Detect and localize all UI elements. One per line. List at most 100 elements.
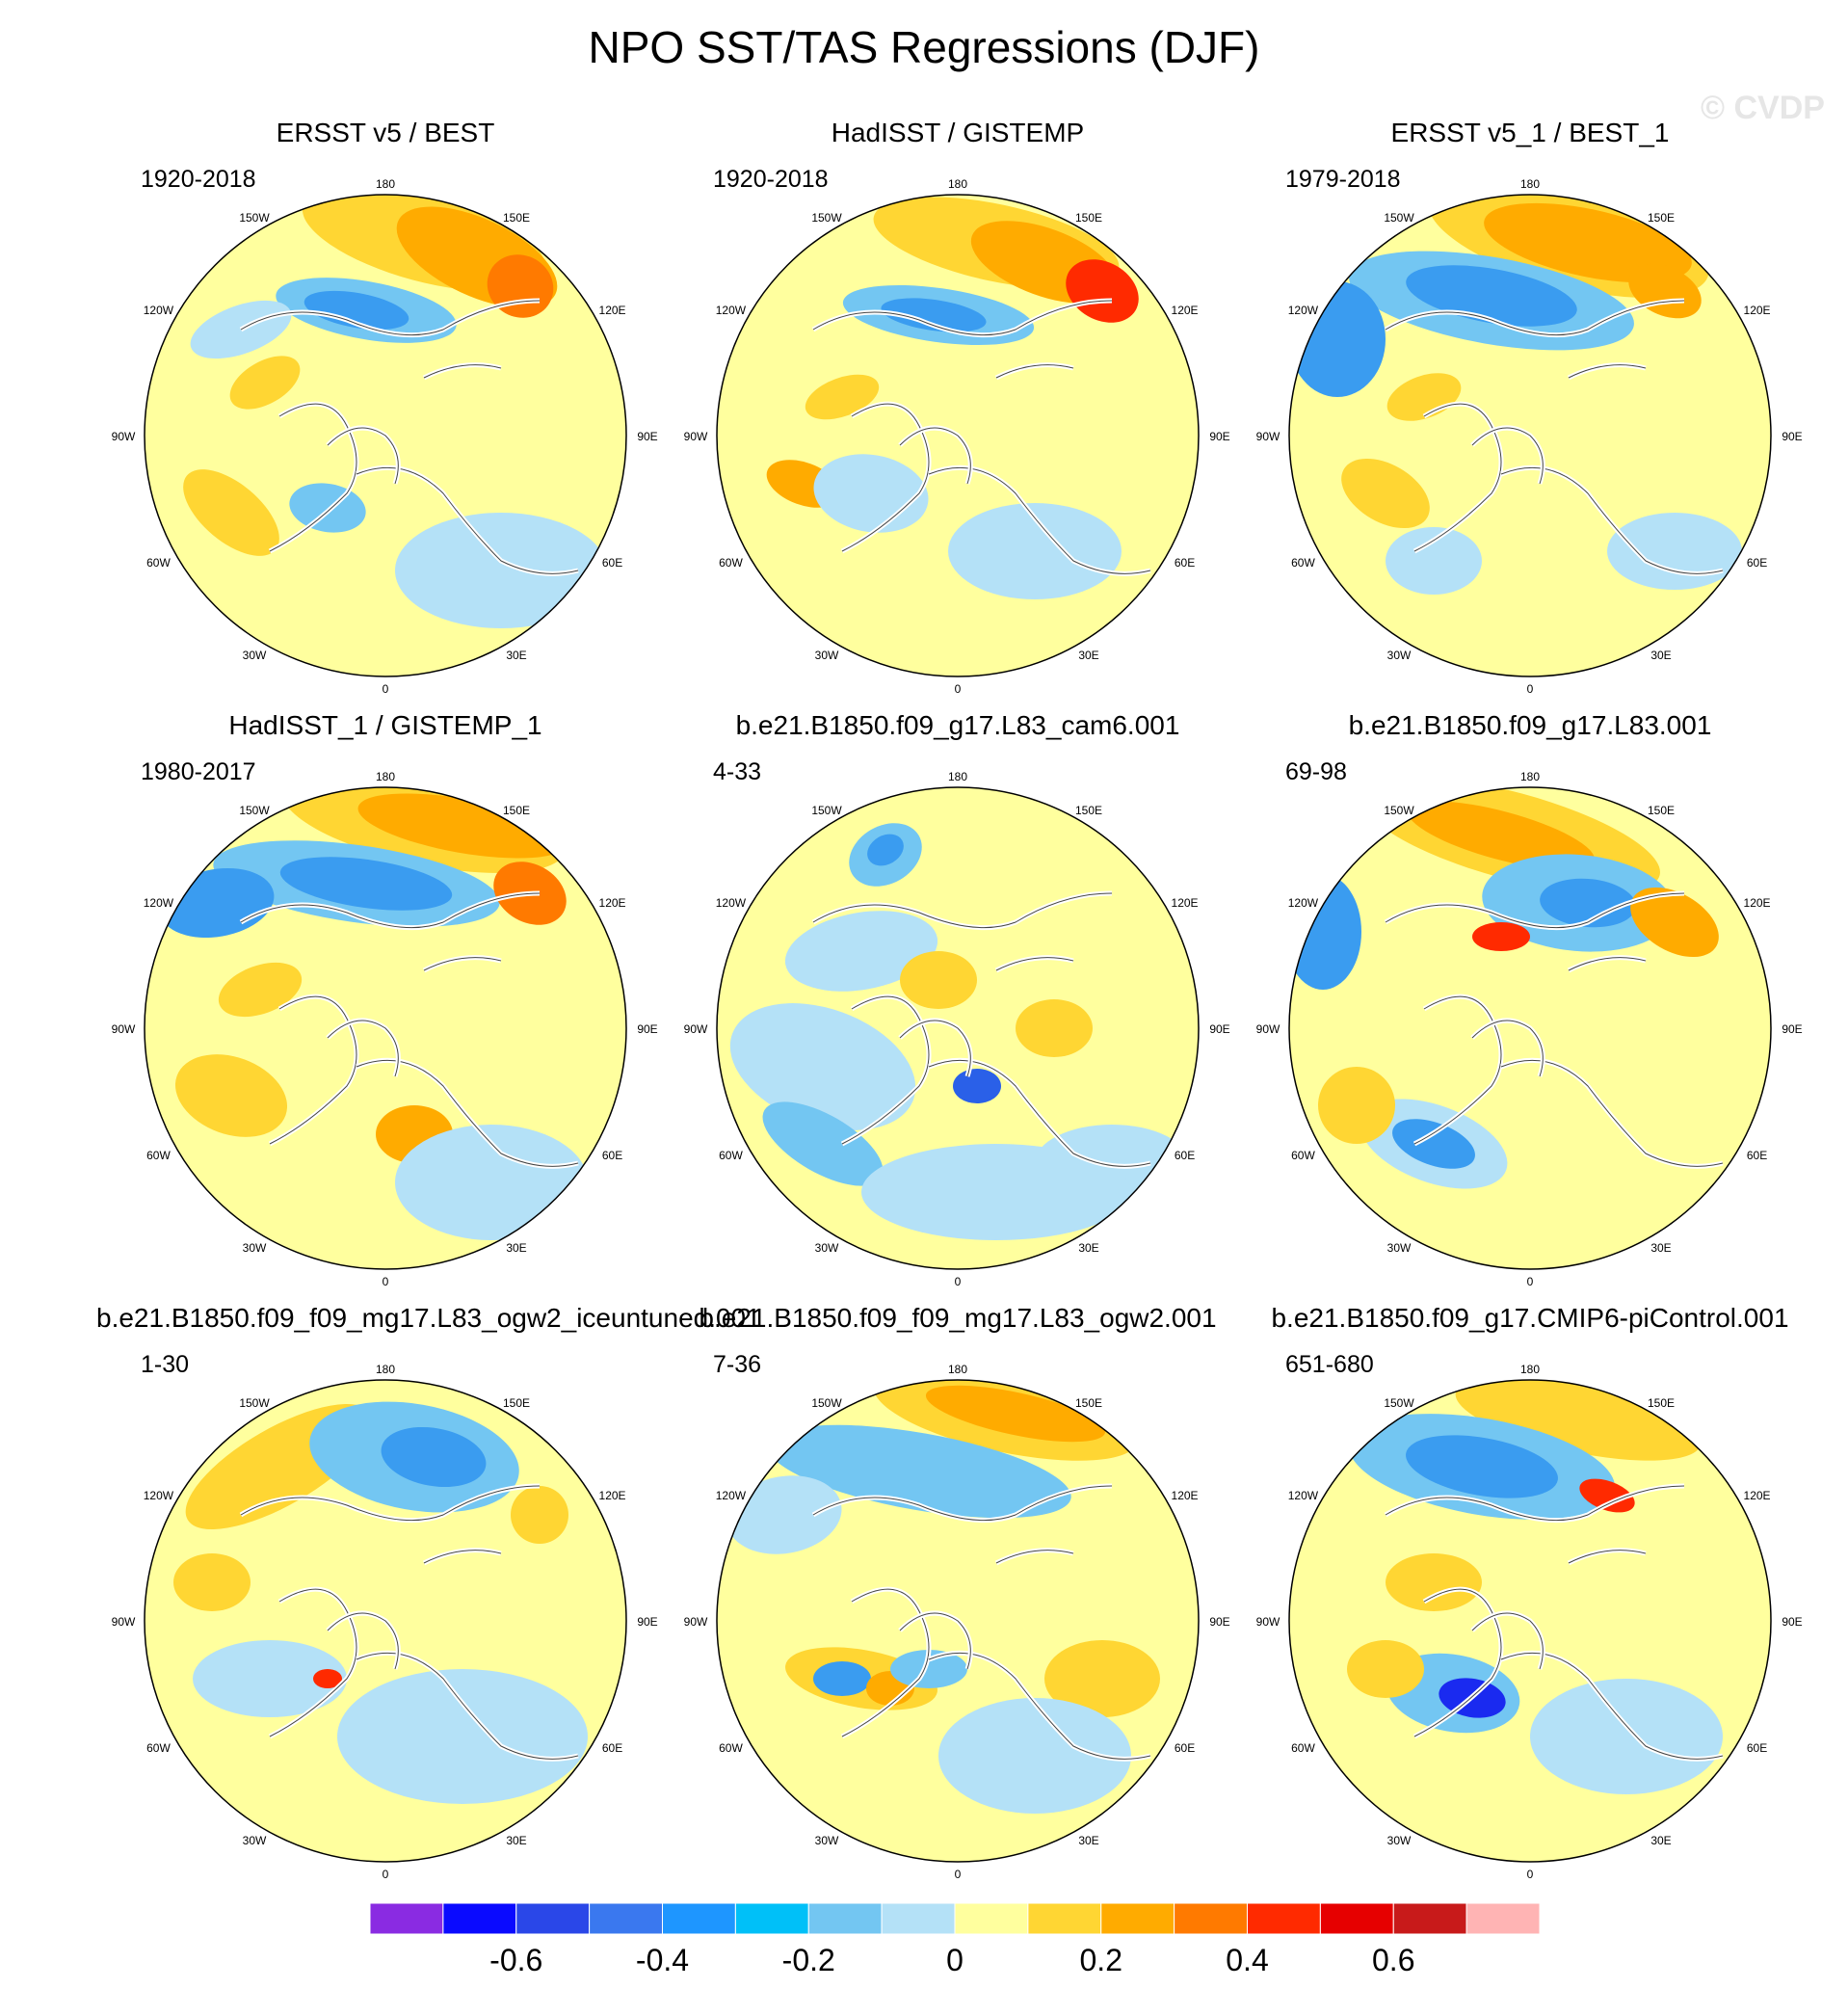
anomaly-contour xyxy=(762,1101,884,1186)
coastline-edge xyxy=(812,1485,1113,1522)
longitude-label: 120E xyxy=(1744,896,1771,910)
colorbar-swatch xyxy=(589,1902,663,1935)
longitude-label: 90E xyxy=(1782,430,1802,443)
longitude-label: 150W xyxy=(239,804,270,817)
anomaly-contour xyxy=(1540,878,1636,928)
longitude-label: 120E xyxy=(1172,304,1199,317)
coastline-edge xyxy=(327,1612,399,1670)
longitude-label: 120E xyxy=(1744,304,1771,317)
panel-period: 1979-2018 xyxy=(1285,166,1401,193)
longitude-label: 120W xyxy=(716,304,747,317)
map-border xyxy=(1288,194,1772,677)
longitude-label: 0 xyxy=(1527,1868,1534,1881)
coastline-edge xyxy=(899,1020,971,1077)
anomaly-contour xyxy=(1630,887,1719,958)
panel-period: 4-33 xyxy=(713,758,762,785)
anomaly-contour xyxy=(304,290,409,331)
longitude-label: 60W xyxy=(146,1149,171,1162)
map-panel-9: 180 150E 120E 90E 60E 30E 0 30W 60W 90W 120W 150W b… xyxy=(1241,1303,1819,1900)
colorbar-swatch xyxy=(954,1902,1029,1935)
longitude-label: 150E xyxy=(1075,1396,1102,1410)
anomaly-contour xyxy=(925,1385,1106,1443)
anomaly-contour xyxy=(1392,1119,1475,1169)
longitude-label: 180 xyxy=(376,1363,395,1376)
anomaly-contour xyxy=(1066,259,1139,323)
longitude-label: 120E xyxy=(599,896,626,910)
longitude-label: 0 xyxy=(383,1275,389,1288)
colorbar-label: -0.2 xyxy=(782,1943,835,1977)
coastline-edge xyxy=(240,300,541,336)
map-panel-1: 180 150E 120E 90E 60E 30E 0 30W 60W 90W 120W 150W E… xyxy=(96,118,674,715)
longitude-label: 30W xyxy=(1387,649,1412,662)
longitude-label: 120E xyxy=(599,304,626,317)
polar-map: 180 150E 120E 90E 60E 30E 0 30W 60W 90W 120W 150W xyxy=(112,1363,658,1881)
anomaly-contour xyxy=(1289,281,1386,397)
anomaly-contour xyxy=(1484,202,1692,283)
colorbar-swatch xyxy=(1392,1902,1467,1935)
panel-title: b.e21.B1850.f09_f09_mg17.L83_ogw2_iceunt… xyxy=(96,1303,761,1333)
anomaly-contour xyxy=(174,1054,288,1137)
longitude-label: 150W xyxy=(239,1396,270,1410)
anomaly-contour xyxy=(948,503,1122,599)
coastline-edge xyxy=(327,427,399,485)
coastline-edge xyxy=(812,892,1113,929)
panel-title: ERSST v5_1 / BEST_1 xyxy=(1390,118,1670,147)
coastline-edge xyxy=(1471,1020,1544,1077)
colorbar-swatch xyxy=(1100,1902,1175,1935)
coastline-edge xyxy=(1568,1550,1647,1564)
coastline-edge xyxy=(1471,427,1544,485)
longitude-label: 180 xyxy=(948,1363,967,1376)
colorbar-swatch xyxy=(369,1902,444,1935)
longitude-label: 0 xyxy=(1527,682,1534,696)
anomaly-contour xyxy=(900,951,977,1009)
anomaly-contour xyxy=(173,1553,251,1611)
coastline-edge xyxy=(812,300,1113,336)
coastline-edge xyxy=(1385,300,1685,336)
coastline-edge xyxy=(841,1588,930,1737)
longitude-label: 60E xyxy=(602,556,622,570)
colorbar-swatch xyxy=(1465,1902,1541,1935)
colorbar-swatch xyxy=(662,1902,736,1935)
coastline-edge xyxy=(1413,1588,1502,1737)
longitude-label: 150W xyxy=(239,211,270,225)
anomaly-contour xyxy=(279,857,453,911)
polar-map: 180 150E 120E 90E 60E 30E 0 30W 60W 90W 120W 150W xyxy=(684,1363,1230,1881)
longitude-label: 180 xyxy=(1520,770,1540,783)
longitude-label: 150W xyxy=(1384,804,1414,817)
longitude-label: 150W xyxy=(811,804,842,817)
anomaly-contour xyxy=(395,513,607,628)
map-border xyxy=(144,194,627,677)
map-panel-3: 180 150E 120E 90E 60E 30E 0 30W 60W 90W 120W 150W E… xyxy=(1241,118,1819,715)
map-border xyxy=(144,1379,627,1863)
coastline-edge xyxy=(1568,364,1647,379)
longitude-label: 30W xyxy=(243,1834,267,1847)
anomaly-contour xyxy=(881,298,987,332)
anomaly-contour xyxy=(1341,458,1430,529)
longitude-label: 180 xyxy=(1520,1363,1540,1376)
polar-map: 180 150E 120E 90E 60E 30E 0 30W 60W 90W 120W 150W xyxy=(1256,1363,1803,1881)
colorbar-swatch xyxy=(442,1902,517,1935)
coastline-edge xyxy=(1385,892,1685,929)
anomaly-contour xyxy=(381,1426,487,1488)
longitude-label: 90W xyxy=(684,1022,708,1036)
panel-title: b.e21.B1850.f09_f09_mg17.L83_ogw2.001 xyxy=(699,1303,1217,1333)
coastline-edge xyxy=(240,892,541,929)
longitude-label: 30E xyxy=(1078,649,1098,662)
longitude-label: 0 xyxy=(383,682,389,696)
anomaly-contour xyxy=(861,1144,1131,1240)
coastline-edge xyxy=(269,403,357,552)
longitude-label: 90E xyxy=(1782,1022,1802,1036)
polar-map: 180 150E 120E 90E 60E 30E 0 30W 60W 90W 120W 150W xyxy=(112,770,658,1288)
longitude-label: 30E xyxy=(1650,1834,1671,1847)
longitude-label: 150W xyxy=(811,211,842,225)
anomaly-contour xyxy=(784,911,938,992)
anomaly-contour xyxy=(1408,801,1595,870)
panel-period: 7-36 xyxy=(713,1351,762,1378)
longitude-label: 60W xyxy=(1291,556,1315,570)
longitude-label: 120W xyxy=(144,896,174,910)
longitude-label: 150W xyxy=(1384,211,1414,225)
longitude-label: 90W xyxy=(112,430,136,443)
anomaly-contour xyxy=(1579,1478,1635,1513)
longitude-label: 30W xyxy=(1387,1834,1412,1847)
longitude-label: 60E xyxy=(1747,1149,1767,1162)
